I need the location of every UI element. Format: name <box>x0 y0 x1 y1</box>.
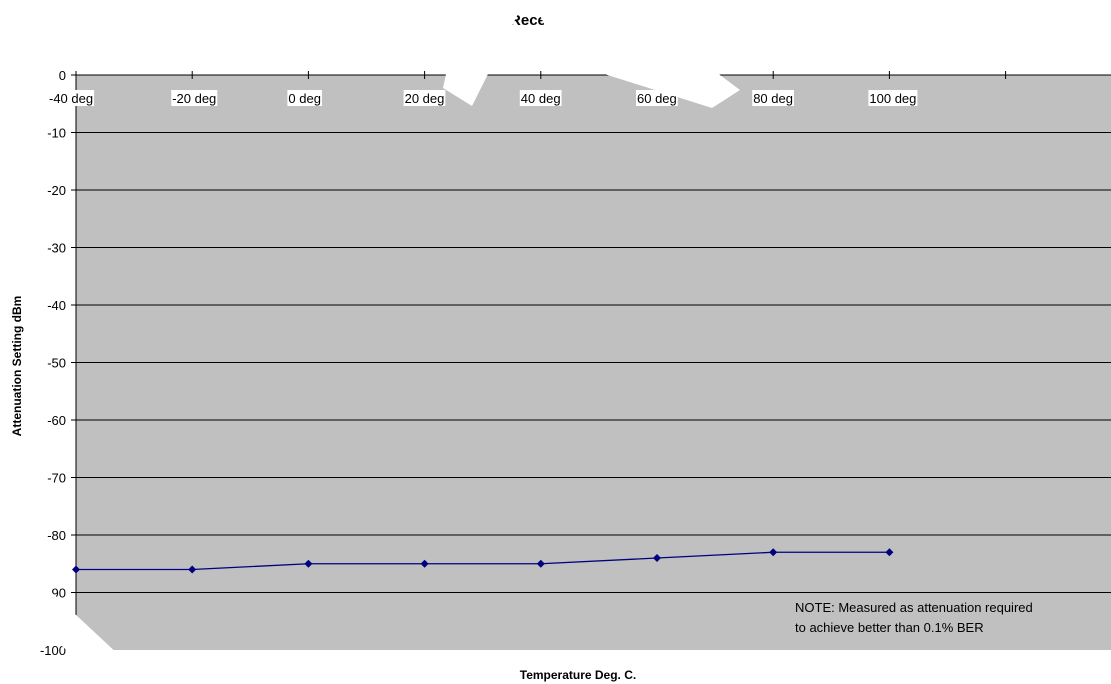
x-tick-label: 0 deg <box>288 91 321 106</box>
chart-note-line-1: NOTE: Measured as attenuation required <box>795 600 1033 615</box>
x-tick-label-background <box>868 90 918 106</box>
x-tick-label-background <box>519 90 562 106</box>
x-tick-label: 80 deg <box>753 91 793 106</box>
x-axis-title: Temperature Deg. C. <box>520 668 636 682</box>
data-point <box>420 559 429 568</box>
x-tick-label-background <box>636 90 678 106</box>
y-tick-labels: 0-10-20-30-40-50-60-70-80-90-100 <box>40 68 66 658</box>
y-tick-label: -60 <box>47 413 66 428</box>
watermark-stroke-3 <box>0 560 150 684</box>
grid <box>76 132 1111 593</box>
y-tick-label: 0 <box>59 68 66 83</box>
y-axis-title: Attenuation Setting dBm <box>10 296 24 437</box>
x-tick-label: 100 deg <box>869 91 916 106</box>
data-point <box>536 559 545 568</box>
x-tick-label: 60 deg <box>637 91 677 106</box>
x-tick-label-background <box>48 90 95 106</box>
y-tick-label: -80 <box>47 528 66 543</box>
data-point <box>885 548 894 557</box>
y-tick-label: -40 <box>47 298 66 313</box>
x-tick-label: 20 deg <box>405 91 445 106</box>
watermark-stroke-1 <box>443 0 525 106</box>
y-tick-label: -10 <box>47 126 66 141</box>
y-tick-label: -70 <box>47 471 66 486</box>
draft-watermark <box>0 0 820 684</box>
data-point <box>653 554 661 562</box>
data-point <box>72 565 80 574</box>
data-point <box>188 565 197 574</box>
x-tick-label-background <box>403 90 446 106</box>
y-tick-label: -20 <box>47 183 66 198</box>
x-tick-label-background <box>752 90 794 106</box>
series <box>72 548 894 574</box>
data-point <box>304 559 313 568</box>
x-tick-label: 40 deg <box>521 91 561 106</box>
y-tick-label: -100 <box>40 643 66 658</box>
data-point <box>769 548 778 557</box>
y-tick-label: -30 <box>47 241 66 256</box>
x-tick-label-background <box>171 90 218 106</box>
x-tick-label: -20 deg <box>172 91 216 106</box>
x-tick-label-background <box>287 90 322 106</box>
x-tick-labels: -40 deg -20 deg 0 deg 20 deg 40 deg 60 deg 80 … <box>48 90 918 106</box>
chart-note-line-2: to achieve better than 0.1% BER <box>795 620 984 635</box>
y-tick-label: -50 <box>47 356 66 371</box>
series-line <box>76 551 890 571</box>
x-tick-label: -40 deg <box>49 91 93 106</box>
watermark-stroke-2 <box>540 0 820 108</box>
